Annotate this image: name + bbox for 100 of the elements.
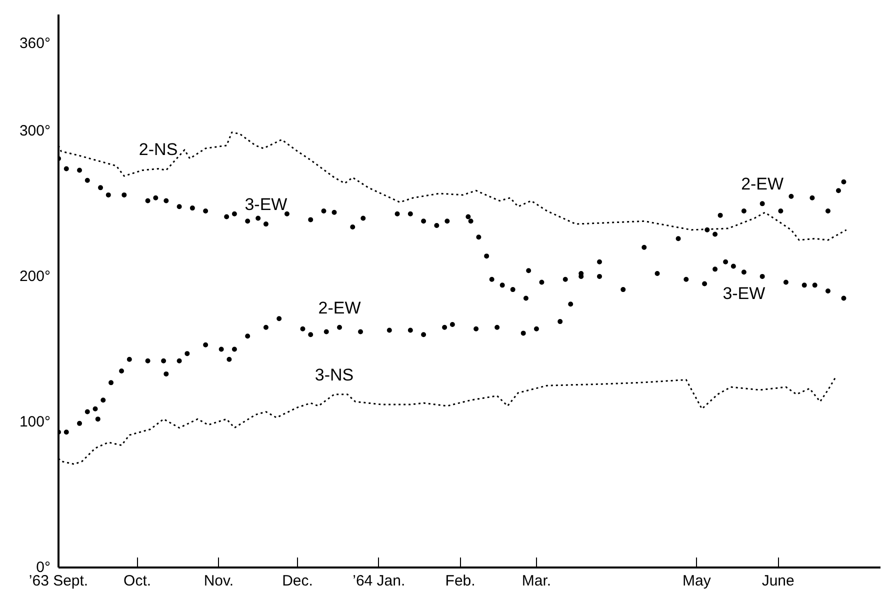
point [534,326,539,332]
point [489,276,494,282]
x-tick-label: Nov. [204,572,234,590]
annotation: 3-EW [722,284,766,304]
point [562,276,568,282]
point [184,351,190,356]
point [825,288,830,294]
point [620,287,626,292]
point [122,192,127,198]
point [145,358,150,364]
point [500,282,505,288]
point [841,179,846,184]
point [408,211,413,216]
annotation: 2-NS [138,140,178,159]
point [245,334,250,339]
x-tick-label: Mar. [522,572,552,590]
point [256,216,261,221]
point [386,328,392,333]
point [332,210,337,215]
point [494,324,500,330]
point [788,194,794,199]
point [64,430,69,435]
annotation: 2-EW [741,174,784,194]
point [523,296,528,301]
point [245,218,250,224]
x-tick-label: May [682,572,712,590]
point [203,208,208,214]
point [558,319,563,324]
point [394,211,400,216]
annotation: 3-EW [244,195,288,214]
x-tick-label: Dec. [282,572,313,590]
point [308,332,314,338]
point [723,259,728,264]
point [408,328,413,333]
point [684,276,689,282]
point [730,264,736,269]
point [77,420,82,426]
point [466,214,471,220]
point [596,259,602,264]
point [476,234,482,240]
y-tick-label: 300° [19,122,51,140]
point [145,198,150,204]
point [92,406,98,412]
point [421,332,426,338]
point [100,398,106,403]
point [712,232,718,237]
point [84,409,90,414]
point [702,281,708,286]
point [836,188,841,194]
point [474,326,479,332]
point [444,218,450,224]
point [434,223,440,228]
point [539,280,544,285]
point [358,329,364,334]
point [783,280,788,285]
point [108,380,114,386]
point [712,266,718,272]
point [810,195,815,200]
point [232,346,237,352]
point [106,192,111,198]
point [778,208,784,214]
point [704,227,710,232]
point [442,324,448,330]
point [226,356,232,362]
point [161,358,166,364]
point [596,274,602,279]
point [802,282,807,288]
point [126,356,132,362]
y-tick-label: 200° [19,268,51,285]
point [520,330,526,336]
point [526,268,532,274]
point [568,302,574,307]
x-tick-label: Oct. [124,572,152,590]
y-tick-label: 360° [19,35,51,52]
x-tick-label: ’64 Jan. [352,572,406,590]
point [350,224,356,230]
point [176,204,182,210]
point [263,222,268,227]
point [741,208,746,214]
y-tick-label: 100° [19,413,51,430]
point [284,211,290,216]
x-tick-label: Feb. [445,572,476,590]
point [232,211,237,216]
point [760,274,765,279]
point [95,416,100,422]
point [510,287,516,292]
point [321,208,326,214]
annotation: 2-EW [318,298,361,318]
point [218,346,224,352]
point [642,244,647,250]
point [164,198,169,204]
point [337,324,342,330]
point [676,236,681,242]
point [360,216,366,221]
point [64,166,69,172]
point [484,254,490,259]
point [98,185,104,190]
point [119,368,124,374]
point [450,322,455,327]
point [760,201,765,206]
